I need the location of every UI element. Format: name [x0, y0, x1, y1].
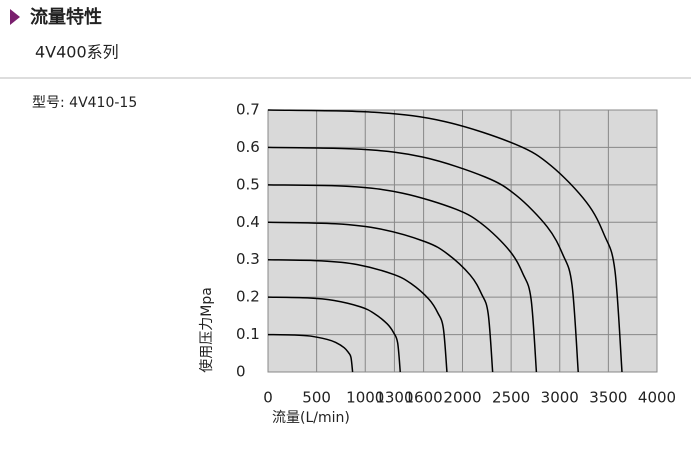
- curve: [267, 221, 494, 373]
- curve: [267, 146, 579, 373]
- model-label: 型号: 4V410-15: [32, 95, 137, 111]
- y-tick-label: 0.3: [236, 250, 260, 268]
- y-tick-label: 0.1: [236, 325, 260, 343]
- y-tick-label: 0.4: [236, 213, 260, 231]
- page-subtitle: 4V400系列: [35, 43, 119, 62]
- y-tick-label: 0.6: [236, 138, 260, 156]
- x-tick-label: 4000: [638, 389, 676, 407]
- y-tick-label: 0.7: [236, 101, 260, 119]
- title-marker: [10, 9, 20, 25]
- y-tick-label: 0.2: [236, 288, 260, 306]
- y-tick-label: 0: [236, 363, 246, 381]
- x-tick-label: 0: [263, 389, 273, 407]
- x-tick-label: 3500: [589, 389, 627, 407]
- x-tick-label: 500: [302, 389, 331, 407]
- x-tick-label: 2500: [492, 389, 530, 407]
- curve: [267, 333, 354, 373]
- y-axis-label: 使用压力Mpa: [198, 287, 215, 373]
- x-tick-label: 1300: [375, 389, 413, 407]
- x-axis-label: 流量(L/min): [272, 410, 350, 426]
- curve: [267, 109, 623, 373]
- x-tick-label: 2000: [443, 389, 481, 407]
- x-tick-label: 1600: [405, 389, 443, 407]
- x-tick-label: 1000: [346, 389, 384, 407]
- page-title: 流量特性: [30, 6, 102, 28]
- y-tick-label: 0.5: [236, 175, 260, 193]
- curve: [267, 184, 538, 373]
- curve: [267, 296, 402, 373]
- x-tick-label: 3000: [541, 389, 579, 407]
- curve: [267, 258, 448, 373]
